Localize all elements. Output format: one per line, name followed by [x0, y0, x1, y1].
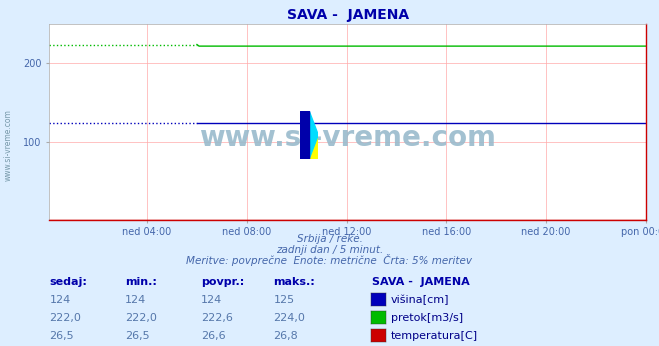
Text: min.:: min.:	[125, 277, 157, 288]
Polygon shape	[300, 111, 309, 159]
Text: Srbija / reke.: Srbija / reke.	[297, 234, 362, 244]
Text: 26,5: 26,5	[49, 331, 74, 342]
Text: 125: 125	[273, 295, 295, 306]
Text: 26,8: 26,8	[273, 331, 299, 342]
Text: www.si-vreme.com: www.si-vreme.com	[199, 124, 496, 152]
Text: 224,0: 224,0	[273, 313, 305, 324]
Text: 124: 124	[201, 295, 222, 306]
Text: maks.:: maks.:	[273, 277, 315, 288]
Title: SAVA -  JAMENA: SAVA - JAMENA	[287, 8, 409, 22]
Text: www.si-vreme.com: www.si-vreme.com	[3, 109, 13, 181]
Text: višina[cm]: višina[cm]	[391, 295, 449, 306]
Text: pretok[m3/s]: pretok[m3/s]	[391, 313, 463, 324]
Text: 124: 124	[125, 295, 146, 306]
Polygon shape	[309, 135, 318, 159]
Polygon shape	[309, 111, 318, 159]
Text: 26,5: 26,5	[125, 331, 150, 342]
Text: temperatura[C]: temperatura[C]	[391, 331, 478, 342]
Text: zadnji dan / 5 minut.: zadnji dan / 5 minut.	[276, 245, 383, 255]
Text: sedaj:: sedaj:	[49, 277, 87, 288]
Text: 124: 124	[49, 295, 71, 306]
Text: 222,0: 222,0	[125, 313, 157, 324]
Text: 222,6: 222,6	[201, 313, 233, 324]
Text: 26,6: 26,6	[201, 331, 225, 342]
Text: 222,0: 222,0	[49, 313, 81, 324]
Text: povpr.:: povpr.:	[201, 277, 244, 288]
Text: Meritve: povprečne  Enote: metrične  Črta: 5% meritev: Meritve: povprečne Enote: metrične Črta:…	[186, 254, 473, 266]
Text: SAVA -  JAMENA: SAVA - JAMENA	[372, 277, 470, 288]
